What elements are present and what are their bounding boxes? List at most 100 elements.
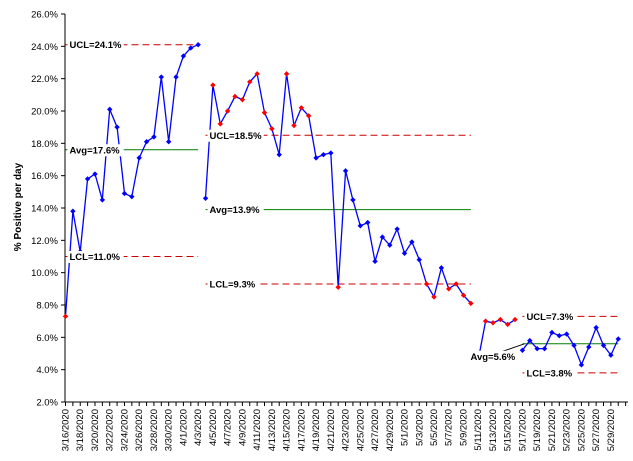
data-point	[114, 124, 120, 130]
ucl-label: UCL=7.3%	[526, 312, 573, 323]
x-tick-label: 5/29/2020	[606, 409, 617, 451]
avg-label-bg	[67, 144, 124, 157]
data-point	[394, 226, 400, 232]
lcl-label: LCL=9.3%	[210, 279, 256, 290]
data-point	[121, 190, 128, 197]
data-point	[357, 223, 363, 229]
y-tick-label: 2.0%	[36, 398, 58, 409]
data-point	[136, 155, 142, 161]
ucl-label-bg	[67, 39, 124, 52]
out-of-control-point	[482, 318, 489, 324]
data-point	[99, 197, 106, 203]
x-tick-label: 5/15/2020	[503, 409, 514, 451]
x-tick-label: 5/21/2020	[547, 409, 558, 451]
data-point	[328, 150, 334, 156]
y-tick-label: 26.0%	[31, 10, 58, 21]
out-of-control-point	[269, 126, 275, 132]
x-tick-label: 4/7/2020	[223, 409, 234, 446]
out-of-control-point	[431, 294, 437, 300]
out-of-control-point	[490, 320, 496, 326]
x-tick-label: 4/3/2020	[193, 409, 204, 446]
data-point	[519, 347, 526, 353]
data-point	[202, 195, 209, 201]
out-of-control-point	[497, 316, 504, 323]
x-tick-label: 5/9/2020	[458, 409, 469, 446]
lcl-label-bg	[524, 367, 575, 380]
data-point	[165, 139, 172, 145]
data-point	[342, 168, 349, 174]
x-tick-label: 4/21/2020	[326, 409, 337, 451]
data-point	[416, 257, 422, 263]
data-point	[401, 250, 408, 256]
control-limits	[65, 44, 619, 374]
data-point	[379, 234, 386, 240]
x-tick-label: 4/9/2020	[237, 409, 248, 446]
y-tick-label: 12.0%	[31, 236, 58, 247]
data-point	[143, 139, 150, 145]
data-point	[387, 242, 393, 248]
x-tick-label: 4/23/2020	[341, 409, 352, 451]
data-point	[527, 337, 533, 344]
data-point	[372, 258, 378, 265]
data-point	[92, 171, 98, 177]
ucl-label: UCL=18.5%	[210, 131, 263, 142]
out-of-control-point	[247, 79, 253, 85]
data-point	[364, 219, 371, 226]
data-point	[151, 134, 157, 140]
x-tick-label: 4/25/2020	[355, 409, 366, 451]
data-point	[180, 53, 187, 59]
out-of-control-point	[239, 96, 246, 103]
x-tick-label: 5/7/2020	[444, 409, 455, 446]
out-of-control-point	[62, 313, 69, 320]
data-point	[409, 239, 415, 245]
out-of-control-point	[446, 286, 452, 292]
data-point	[173, 74, 179, 80]
x-tick-label: 4/13/2020	[267, 409, 278, 451]
data-point	[593, 324, 599, 331]
data-point	[70, 208, 76, 214]
lcl-label-bg	[67, 251, 124, 263]
x-tick-label: 3/22/2020	[105, 409, 116, 451]
x-tick-label: 5/13/2020	[488, 409, 499, 451]
x-tick-label: 5/1/2020	[400, 409, 411, 446]
data-point	[586, 344, 592, 350]
x-tick-label: 5/11/2020	[473, 409, 484, 451]
ucl-label-bg	[524, 310, 575, 323]
data-point	[608, 352, 614, 358]
data-point	[578, 362, 585, 368]
lcl-label-bg	[207, 278, 258, 291]
x-tick-label: 5/19/2020	[532, 409, 543, 451]
out-of-control-point	[306, 113, 312, 119]
data-point	[188, 45, 194, 51]
series-line	[64, 44, 199, 317]
x-tick-label: 4/17/2020	[296, 409, 307, 451]
data-point	[320, 151, 327, 158]
x-tick-label: 5/27/2020	[591, 409, 602, 451]
ucl-label-bg	[207, 129, 264, 142]
out-of-control-point	[217, 121, 223, 127]
data-point	[600, 342, 607, 349]
x-tick-label: 4/19/2020	[311, 409, 322, 451]
x-tick-label: 5/23/2020	[562, 409, 573, 451]
data-point	[556, 333, 562, 339]
x-tick-label: 4/27/2020	[370, 409, 381, 451]
out-of-control-point	[505, 321, 511, 328]
x-tick-label: 5/25/2020	[576, 409, 587, 451]
series-points	[62, 42, 621, 368]
y-axis-title: % Positive per day	[13, 162, 24, 251]
data-point	[541, 345, 548, 352]
avg-label: Avg=5.6%	[470, 352, 515, 363]
out-of-control-point	[283, 71, 290, 77]
out-of-control-point	[512, 316, 518, 323]
y-tick-label: 6.0%	[36, 333, 58, 344]
data-point	[571, 342, 577, 349]
avg-label: Avg=17.6%	[70, 145, 121, 156]
x-tick-label: 3/24/2020	[119, 409, 130, 451]
out-of-control-point	[210, 82, 216, 88]
lcl-label: LCL=3.8%	[526, 368, 572, 379]
x-tick-label: 3/30/2020	[164, 409, 175, 451]
data-point	[438, 265, 445, 271]
data-point	[313, 155, 319, 161]
x-axis: 3/16/2020 3/18/2020 3/20/2020 3/22/2020 3/24…	[61, 401, 628, 451]
out-of-control-point	[335, 284, 341, 290]
